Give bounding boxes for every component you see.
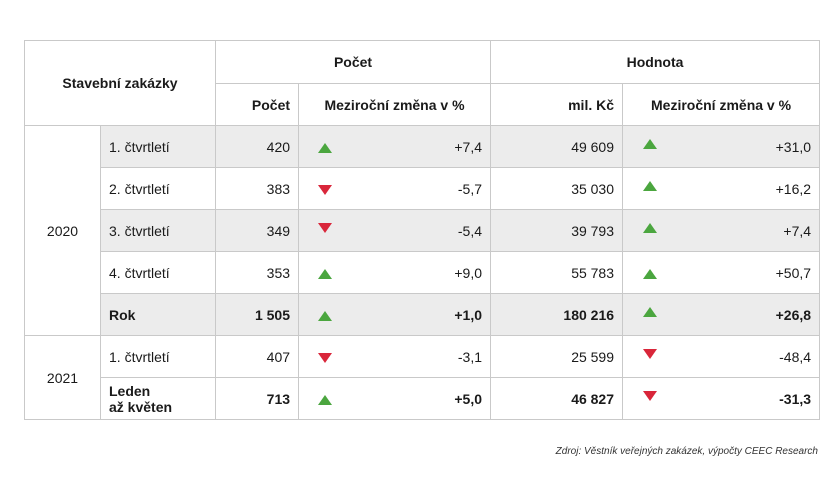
count-trend-cell	[298, 167, 351, 210]
year-cell: 2021	[24, 335, 101, 420]
table-row: 2020 1. čtvrtletí 420 +7,4 49 609 +31,0	[24, 125, 821, 336]
count-trend-cell	[298, 293, 351, 336]
value-cell: 46 827	[490, 377, 624, 420]
count-change-cell: +5,0	[350, 377, 492, 420]
value-change-cell: +31,0	[677, 125, 821, 168]
count-change-cell: +9,0	[350, 251, 492, 294]
period-cell: 1. čtvrtletí	[99, 125, 217, 168]
period-cell: 1. čtvrtletí	[99, 335, 217, 378]
trend-down-icon	[317, 352, 332, 363]
count-cell: 713	[215, 377, 300, 420]
trend-up-icon	[317, 310, 332, 321]
value-trend-cell	[622, 209, 678, 252]
group-header-count: Počet	[215, 40, 492, 84]
group-header-value: Hodnota	[490, 40, 821, 84]
subheader-value: mil. Kč	[490, 83, 624, 126]
period-cell: 4. čtvrtletí	[99, 251, 217, 294]
source-note: Zdroj: Věstník veřejných zakázek, výpočt…	[555, 446, 818, 457]
subheader-count: Počet	[215, 83, 300, 126]
value-change-cell: +50,7	[677, 251, 821, 294]
count-cell: 1 505	[215, 293, 300, 336]
period-line-2: až květen	[109, 398, 173, 415]
count-trend-cell	[298, 125, 351, 168]
trend-up-icon	[643, 138, 658, 149]
value-cell: 55 783	[490, 251, 624, 294]
period-cell: Rok	[99, 293, 217, 336]
count-cell: 353	[215, 251, 300, 294]
value-trend-cell	[622, 377, 678, 420]
trend-up-icon	[643, 222, 658, 233]
trend-up-icon	[317, 394, 332, 405]
table-row: 2021 1. čtvrtletí 407 -3,1 25 599 -48,4	[24, 335, 821, 420]
count-cell: 407	[215, 335, 300, 378]
value-trend-cell	[622, 293, 678, 336]
period-cell: Leden až květen	[99, 377, 217, 420]
trend-up-icon	[317, 142, 332, 153]
count-trend-cell	[298, 209, 351, 252]
value-change-cell: -48,4	[677, 335, 821, 378]
subheader-count-change: Meziroční změna v %	[298, 83, 492, 126]
period-cell: 2. čtvrtletí	[99, 167, 217, 210]
count-cell: 420	[215, 125, 300, 168]
value-cell: 180 216	[490, 293, 624, 336]
value-cell: 35 030	[490, 167, 624, 210]
trend-up-icon	[643, 268, 658, 279]
value-trend-cell	[622, 167, 678, 210]
trend-down-icon	[643, 348, 658, 359]
value-change-cell: +26,8	[677, 293, 821, 336]
count-change-cell: +1,0	[350, 293, 492, 336]
table-row: 2. čtvrtletí 383 -5,7 35 030 +16,2	[25, 167, 821, 210]
table-row: 3. čtvrtletí 349 -5,4 39 793 +7,4	[25, 209, 821, 252]
trend-down-icon	[317, 222, 332, 233]
subheader-value-change: Meziroční změna v %	[622, 83, 821, 126]
value-cell: 39 793	[490, 209, 624, 252]
value-trend-cell	[622, 251, 678, 294]
count-trend-cell	[298, 335, 351, 378]
construction-contracts-table: Stavební zakázky Počet Hodnota Počet Mez…	[23, 40, 821, 420]
value-cell: 25 599	[490, 335, 624, 378]
count-trend-cell	[298, 251, 351, 294]
value-cell: 49 609	[490, 125, 624, 168]
trend-up-icon	[317, 268, 332, 279]
count-change-cell: +7,4	[350, 125, 492, 168]
value-change-cell: +7,4	[677, 209, 821, 252]
value-change-cell: -31,3	[677, 377, 821, 420]
trend-up-icon	[643, 180, 658, 191]
count-cell: 383	[215, 167, 300, 210]
table-row: 4. čtvrtletí 353 +9,0 55 783 +50,7	[25, 251, 821, 294]
period-cell: 3. čtvrtletí	[99, 209, 217, 252]
count-trend-cell	[298, 377, 351, 420]
table-row-total: Leden až květen 713 +5,0 46 827 -31,3	[25, 377, 821, 420]
trend-down-icon	[643, 390, 658, 401]
value-trend-cell	[622, 125, 678, 168]
data-table-container: Stavební zakázky Počet Hodnota Počet Mez…	[23, 40, 821, 420]
trend-up-icon	[643, 306, 658, 317]
trend-down-icon	[317, 184, 332, 195]
table-corner-header: Stavební zakázky	[23, 40, 217, 126]
count-cell: 349	[215, 209, 300, 252]
count-change-cell: -3,1	[350, 335, 492, 378]
count-change-cell: -5,4	[350, 209, 492, 252]
table-row-total: Rok 1 505 +1,0 180 216 +26,8	[25, 293, 821, 336]
year-cell: 2020	[24, 125, 101, 336]
period-line-1: Leden	[109, 382, 151, 399]
value-change-cell: +16,2	[677, 167, 821, 210]
value-trend-cell	[622, 335, 678, 378]
count-change-cell: -5,7	[350, 167, 492, 210]
